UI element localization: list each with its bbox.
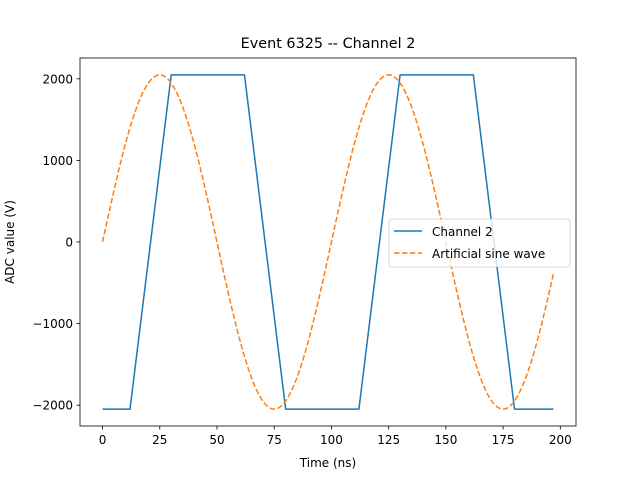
x-tick-label: 125 [377,433,400,447]
x-tick-label: 0 [99,433,107,447]
x-tick-label: 75 [267,433,282,447]
y-tick-label: −1000 [32,317,73,331]
x-tick-label: 175 [492,433,515,447]
legend: Channel 2 Artificial sine wave [388,218,571,268]
y-tick-label: 0 [65,236,73,250]
y-tick-label: −2000 [32,399,73,413]
y-tick-label: 2000 [42,72,73,86]
legend-label-channel-2: Channel 2 [432,225,493,239]
x-tick-label: 50 [209,433,224,447]
legend-box [388,218,571,268]
x-tick-label: 25 [152,433,167,447]
y-axis-title: ADC value (V) [3,200,17,284]
x-axis: 0 25 50 75 100 125 150 175 200 [99,426,572,447]
legend-label-sine-wave: Artificial sine wave [432,247,545,261]
y-tick-label: 1000 [42,154,73,168]
x-tick-label: 150 [434,433,457,447]
chart-title: Event 6325 -- Channel 2 [241,36,416,52]
y-axis: −2000 −1000 0 1000 2000 [32,72,80,413]
x-tick-label: 100 [320,433,343,447]
x-axis-title: Time (ns) [299,456,356,470]
x-tick-label: 200 [549,433,572,447]
series-line-artificial-sine-wave [101,74,555,410]
